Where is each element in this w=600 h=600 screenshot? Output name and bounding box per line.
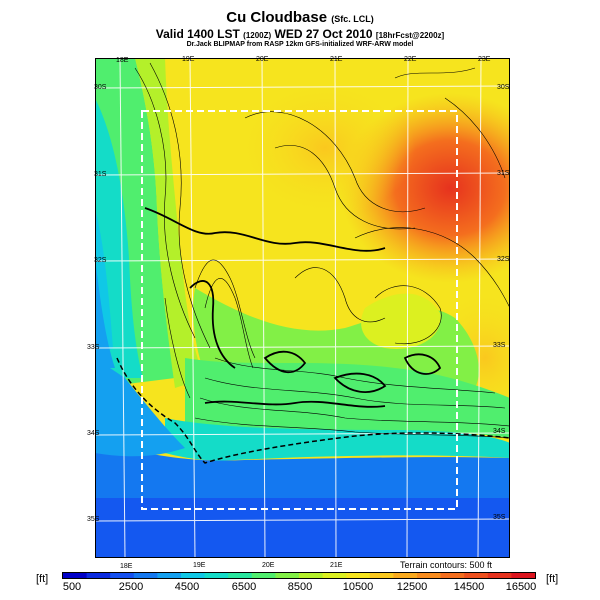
colorbar-swatch [322,573,347,578]
lon-label-top-4: 22E [404,56,417,63]
lat-label-right-4: 34S [493,428,506,435]
colorbar-swatch [275,573,300,578]
colorbar-label-12500: 12500 [396,581,428,593]
field-west-yellowgreen [135,58,205,388]
lat-label-right-3: 33S [493,342,506,349]
colorbar-swatch [440,573,465,578]
field-ocean-west [95,358,185,457]
lat-label-right-0: 30S [497,84,510,91]
forecast-tag: [18hrFcst@2200z] [375,31,445,40]
field-ocean-nw [95,258,115,368]
colorbar-label-4500: 4500 [174,581,200,593]
map-frame [95,58,510,558]
colorbar-swatch [228,573,253,578]
lat-label-left-1: 31S [94,171,107,178]
terrain-contour-note: Terrain contours: 500 ft [400,560,493,570]
lat-label-left-4: 34S [87,430,100,437]
colorbar-swatch [181,573,206,578]
lat-label-left-0: 30S [94,84,107,91]
lon-label-top-0: 18E [116,57,129,64]
colorbar-unit-right: [ft] [546,573,559,585]
lon-label-top-5: 23E [478,56,491,63]
lat-label-right-1: 31S [497,170,510,177]
lat-label-right-5: 35S [493,514,506,521]
field-mountain-band [185,358,510,439]
colorbar-swatch [251,573,276,578]
colorbar-label-16500: 16500 [505,581,537,593]
cloudbase-contours [144,207,442,408]
lon-label-top-3: 21E [330,56,343,63]
coastline-dashed [116,357,510,464]
field-warm-n [235,78,415,218]
terrain-contours [134,62,510,439]
lon-label-bottom-1: 19E [193,562,206,569]
valid-utc: (1200Z) [243,31,272,40]
colorbar-swatch [464,573,489,578]
lat-label-right-2: 32S [497,256,510,263]
colorbar-label-14500: 14500 [453,581,485,593]
colorbar-label-10500: 10500 [342,581,374,593]
valid-date: WED 27 Oct 2010 [274,27,373,41]
chart-title: Cu Cloudbase (Sfc. LCL) [226,9,374,26]
colorbar-swatch [369,573,394,578]
colorbar-label-8500: 8500 [287,581,313,593]
colorbar-swatch [511,573,535,578]
colorbar-swatch [204,573,229,578]
colorbar-swatch [63,573,88,578]
colorbar-swatch [417,573,442,578]
inner-domain-box [141,110,458,510]
field-coast-teal [165,418,510,461]
field-ocean-deep [95,498,510,558]
valid-time-line: Valid 1400 LST (1200Z) WED 27 Oct 2010 [… [155,27,445,41]
field-central-lightgreen [361,293,441,349]
lon-label-bottom-2: 20E [262,562,275,569]
model-credit: Dr.Jack BLIPMAP from RASP 12km GFS-initi… [186,41,414,48]
colorbar-unit-left: [ft] [36,573,49,585]
lon-label-top-1: 19E [182,56,195,63]
graticule [95,58,510,558]
colorbar-swatch [133,573,158,578]
colorbar-swatch [110,573,135,578]
colorbar-swatch [86,573,111,578]
colorbar-swatch [487,573,512,578]
lat-label-left-5: 35S [87,516,100,523]
title-qualifier: (Sfc. LCL) [331,14,374,24]
colorbar-label-2500: 2500 [118,581,144,593]
colorbar [62,572,536,579]
lat-label-left-2: 32S [94,257,107,264]
lon-label-top-2: 20E [256,56,269,63]
colorbar-swatch [299,573,324,578]
lon-label-bottom-3: 21E [330,562,343,569]
colorbar-label-500: 500 [62,581,82,593]
lat-label-left-3: 33S [87,344,100,351]
colorbar-label-6500: 6500 [231,581,257,593]
lon-label-bottom-0: 18E [120,563,133,570]
colorbar-swatch [346,573,371,578]
cloudbase-map [95,58,510,558]
colorbar-swatch [157,573,182,578]
colorbar-swatch [393,573,418,578]
